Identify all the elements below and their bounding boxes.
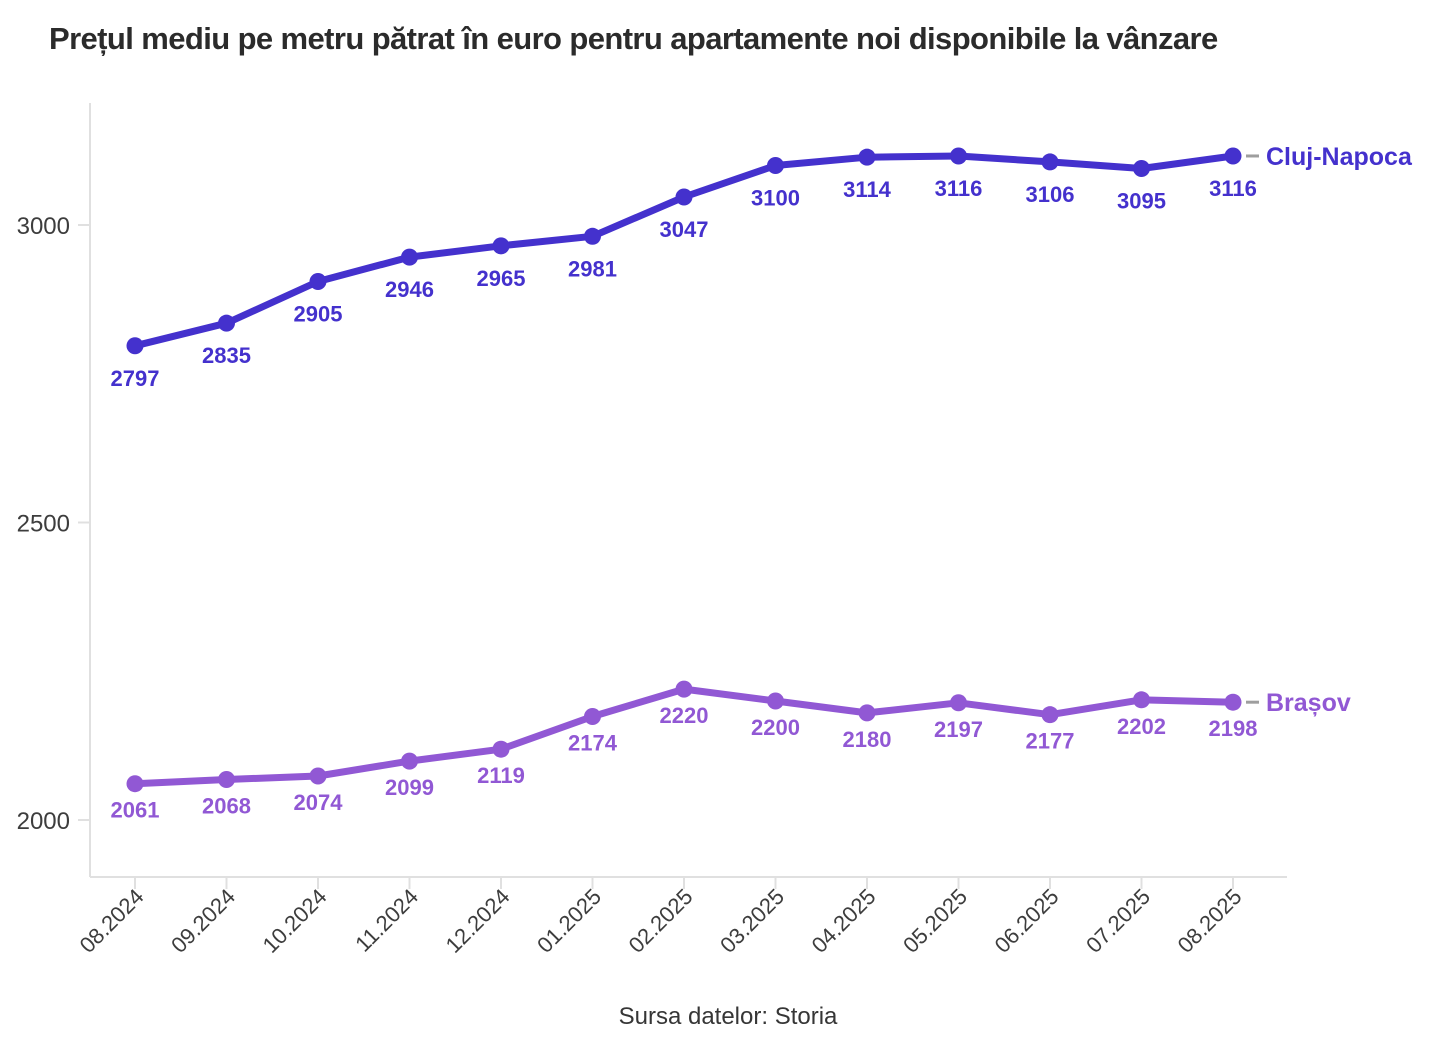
x-tick-label: 12.2024 — [441, 884, 515, 958]
data-point — [1224, 693, 1242, 711]
x-tick-label: 09.2024 — [166, 884, 240, 958]
data-point-label: 3100 — [751, 186, 800, 211]
series-label: Brașov — [1266, 689, 1351, 717]
x-tick-label: 01.2025 — [532, 884, 606, 958]
data-point-label: 2074 — [294, 790, 344, 815]
data-point — [1133, 159, 1150, 177]
data-point-label: 2200 — [751, 715, 800, 740]
data-point — [401, 248, 418, 266]
data-point — [126, 775, 144, 793]
data-point-label: 3116 — [1209, 176, 1257, 201]
data-point — [309, 767, 327, 785]
data-point-label: 3106 — [1026, 182, 1075, 207]
data-point — [401, 752, 418, 770]
x-tick-label: 04.2025 — [807, 884, 881, 958]
data-point-label: 2174 — [568, 730, 618, 755]
data-point-label: 2965 — [477, 266, 526, 291]
data-point-label: 3095 — [1117, 188, 1166, 213]
data-point-label: 2220 — [660, 703, 709, 728]
data-point — [858, 148, 876, 166]
data-point — [950, 694, 967, 712]
data-point — [584, 707, 601, 725]
data-point — [1224, 147, 1242, 165]
data-point — [492, 237, 510, 255]
chart-title: Prețul mediu pe metru pătrat în euro pen… — [49, 21, 1218, 56]
y-tick-label: 3000 — [17, 213, 70, 240]
data-point — [950, 147, 967, 165]
data-point-label: 2835 — [202, 343, 251, 368]
data-point — [675, 680, 693, 698]
data-point-label: 2198 — [1209, 716, 1258, 741]
data-point — [767, 157, 784, 174]
data-point — [1133, 691, 1150, 709]
data-point — [218, 771, 235, 789]
x-tick-label: 07.2025 — [1081, 884, 1155, 958]
data-point — [309, 273, 327, 291]
data-point-label: 2981 — [568, 256, 617, 281]
data-point — [858, 704, 876, 722]
data-point — [492, 740, 510, 758]
data-point-label: 2119 — [477, 763, 525, 788]
x-tick-label: 02.2025 — [624, 884, 698, 958]
x-tick-label: 11.2024 — [350, 884, 423, 957]
data-point-label: 3047 — [660, 217, 709, 242]
data-point-label: 2068 — [202, 794, 251, 819]
data-point-label: 2946 — [385, 277, 434, 302]
x-tick-label: 06.2025 — [990, 884, 1064, 958]
data-point-label: 2797 — [111, 366, 160, 391]
data-point-label: 2905 — [294, 302, 343, 327]
data-point-label: 2061 — [111, 798, 160, 823]
data-point-label: 2099 — [385, 775, 434, 800]
y-tick-label: 2000 — [17, 808, 70, 835]
data-point — [1041, 153, 1059, 171]
x-tick-label: 08.2024 — [75, 884, 149, 958]
data-point — [584, 227, 601, 245]
data-point — [1041, 706, 1059, 724]
x-tick-label: 10.2024 — [258, 884, 332, 958]
data-point-label: 2180 — [843, 727, 892, 752]
data-point-label: 3114 — [843, 177, 891, 202]
series-label: Cluj-Napoca — [1266, 143, 1413, 171]
data-point-label: 3116 — [935, 176, 983, 201]
x-tick-label: 03.2025 — [715, 884, 789, 958]
y-tick-label: 2500 — [17, 511, 70, 538]
data-point-label: 2202 — [1117, 714, 1166, 739]
data-point-label: 2177 — [1026, 729, 1075, 754]
data-point — [767, 692, 784, 710]
x-tick-label: 08.2025 — [1173, 884, 1247, 958]
data-point-label: 2197 — [934, 717, 983, 742]
data-point — [675, 188, 693, 206]
source-note: Sursa datelor: Storia — [618, 1003, 838, 1030]
data-point — [126, 337, 144, 355]
x-tick-label: 05.2025 — [898, 884, 972, 958]
data-point — [218, 314, 235, 332]
